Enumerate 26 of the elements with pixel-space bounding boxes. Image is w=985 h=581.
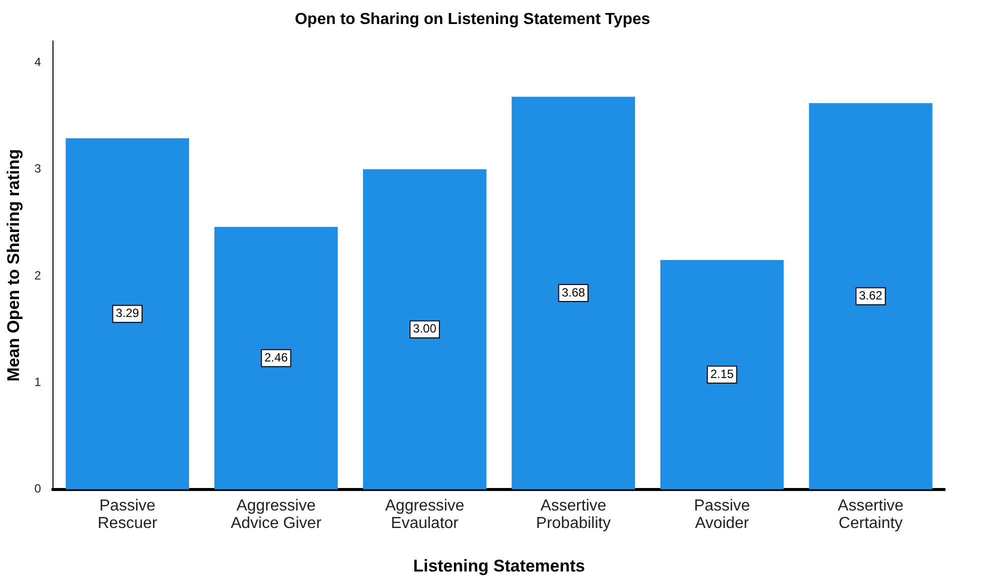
bar bbox=[214, 226, 338, 490]
bar bbox=[808, 103, 932, 490]
x-tick-label: Aggressive Evaulator bbox=[385, 498, 464, 532]
y-tick-label: 1 bbox=[34, 375, 42, 389]
data-label: 3.00 bbox=[413, 322, 437, 336]
x-tick-label: Passive Rescuer bbox=[98, 498, 158, 532]
bar bbox=[66, 138, 190, 490]
x-axis-title: Listening Statements bbox=[413, 556, 585, 576]
bar bbox=[363, 169, 486, 490]
bar bbox=[660, 260, 784, 490]
y-tick-label: 0 bbox=[34, 482, 42, 496]
y-axis-title: Mean Open to Sharing rating bbox=[4, 149, 23, 382]
data-label: 3.29 bbox=[116, 306, 140, 320]
y-tick-label: 2 bbox=[34, 268, 42, 282]
x-tick-label: Assertive Probability bbox=[536, 498, 611, 532]
data-label: 3.62 bbox=[858, 288, 883, 303]
chart-title: Open to Sharing on Listening Statement Types bbox=[294, 11, 650, 28]
x-tick-label: Assertive Certainty bbox=[838, 498, 904, 532]
y-tick-label: 4 bbox=[34, 54, 42, 69]
x-tick-label: Passive Avoider bbox=[694, 498, 750, 532]
data-label: 3.68 bbox=[562, 285, 586, 300]
y-tick-label: 3 bbox=[34, 162, 42, 176]
data-label: 2.15 bbox=[710, 366, 734, 381]
bar bbox=[512, 96, 636, 490]
x-tick-label: Aggressive Advice Giver bbox=[230, 498, 322, 532]
data-label: 2.46 bbox=[264, 350, 288, 364]
